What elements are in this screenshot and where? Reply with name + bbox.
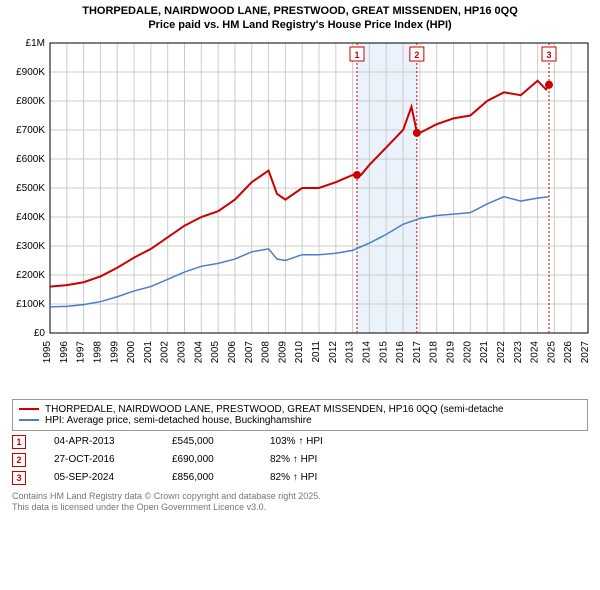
- svg-text:£900K: £900K: [16, 67, 45, 78]
- svg-text:2017: 2017: [412, 340, 423, 363]
- legend-swatch: [19, 408, 39, 410]
- svg-text:£800K: £800K: [16, 96, 45, 107]
- svg-text:2013: 2013: [345, 340, 356, 363]
- svg-text:2023: 2023: [513, 340, 524, 363]
- svg-text:2012: 2012: [328, 340, 339, 363]
- legend-item: HPI: Average price, semi-detached house,…: [19, 415, 581, 426]
- svg-text:2018: 2018: [429, 340, 440, 363]
- transactions-table: 1 04-APR-2013 £545,000 103% ↑ HPI 2 27-OCT-20…: [12, 435, 588, 485]
- transaction-pct: 103% ↑ HPI: [270, 436, 330, 447]
- svg-text:£1M: £1M: [26, 38, 45, 49]
- svg-text:2014: 2014: [361, 340, 372, 363]
- svg-text:£700K: £700K: [16, 125, 45, 136]
- transaction-price: £690,000: [172, 454, 242, 465]
- transaction-pct: 82% ↑ HPI: [270, 454, 330, 465]
- svg-text:£0: £0: [34, 328, 46, 339]
- svg-text:2026: 2026: [563, 340, 574, 363]
- footer-line1: Contains HM Land Registry data © Crown c…: [12, 491, 588, 503]
- transaction-price: £856,000: [172, 472, 242, 483]
- svg-text:2015: 2015: [378, 340, 389, 363]
- legend-label: THORPEDALE, NAIRDWOOD LANE, PRESTWOOD, G…: [45, 404, 504, 415]
- svg-text:2019: 2019: [446, 340, 457, 363]
- svg-text:2000: 2000: [126, 340, 137, 363]
- transaction-price: £545,000: [172, 436, 242, 447]
- svg-text:2008: 2008: [261, 340, 272, 363]
- svg-text:2021: 2021: [479, 340, 490, 363]
- svg-text:2002: 2002: [160, 340, 171, 363]
- footer-attribution: Contains HM Land Registry data © Crown c…: [12, 491, 588, 514]
- transaction-row: 2 27-OCT-2016 £690,000 82% ↑ HPI: [12, 453, 588, 467]
- svg-text:1995: 1995: [42, 340, 53, 363]
- price-chart: £0 £100K £200K £300K £400K £500K £600K £700K £80…: [0, 33, 600, 393]
- svg-text:£100K: £100K: [16, 299, 45, 310]
- svg-text:1997: 1997: [76, 340, 87, 363]
- svg-text:£200K: £200K: [16, 270, 45, 281]
- legend-item: THORPEDALE, NAIRDWOOD LANE, PRESTWOOD, G…: [19, 404, 581, 415]
- svg-text:2027: 2027: [580, 340, 591, 363]
- transaction-date: 27-OCT-2016: [54, 454, 144, 465]
- title-line1: THORPEDALE, NAIRDWOOD LANE, PRESTWOOD, G…: [10, 4, 590, 18]
- svg-text:2: 2: [414, 50, 419, 60]
- svg-text:2011: 2011: [311, 340, 322, 362]
- svg-text:2007: 2007: [244, 340, 255, 363]
- svg-text:1999: 1999: [109, 340, 120, 363]
- svg-text:2016: 2016: [395, 340, 406, 363]
- svg-text:2005: 2005: [210, 340, 221, 363]
- legend-label: HPI: Average price, semi-detached house,…: [45, 415, 312, 426]
- transaction-date: 04-APR-2013: [54, 436, 144, 447]
- svg-text:£600K: £600K: [16, 154, 45, 165]
- svg-text:2003: 2003: [177, 340, 188, 363]
- svg-text:2006: 2006: [227, 340, 238, 363]
- legend-swatch: [19, 419, 39, 421]
- chart-title: THORPEDALE, NAIRDWOOD LANE, PRESTWOOD, G…: [0, 0, 600, 33]
- transaction-date: 05-SEP-2024: [54, 472, 144, 483]
- svg-text:1996: 1996: [59, 340, 70, 363]
- transaction-marker: 2: [12, 453, 26, 467]
- svg-text:2025: 2025: [546, 340, 557, 363]
- transaction-marker: 3: [12, 471, 26, 485]
- title-line2: Price paid vs. HM Land Registry's House …: [10, 18, 590, 32]
- svg-text:£500K: £500K: [16, 183, 45, 194]
- svg-text:1998: 1998: [92, 340, 103, 363]
- svg-text:2001: 2001: [143, 340, 154, 363]
- svg-text:2022: 2022: [496, 340, 507, 363]
- transaction-marker: 1: [12, 435, 26, 449]
- svg-text:3: 3: [546, 50, 551, 60]
- legend: THORPEDALE, NAIRDWOOD LANE, PRESTWOOD, G…: [12, 399, 588, 431]
- transaction-pct: 82% ↑ HPI: [270, 472, 330, 483]
- transaction-row: 1 04-APR-2013 £545,000 103% ↑ HPI: [12, 435, 588, 449]
- svg-text:2024: 2024: [530, 340, 541, 363]
- svg-text:2010: 2010: [294, 340, 305, 363]
- svg-text:2004: 2004: [193, 340, 204, 363]
- footer-line2: This data is licensed under the Open Gov…: [12, 502, 588, 514]
- svg-text:1: 1: [354, 50, 359, 60]
- svg-text:2020: 2020: [462, 340, 473, 363]
- svg-text:£300K: £300K: [16, 241, 45, 252]
- svg-text:2009: 2009: [277, 340, 288, 363]
- transaction-row: 3 05-SEP-2024 £856,000 82% ↑ HPI: [12, 471, 588, 485]
- svg-text:£400K: £400K: [16, 212, 45, 223]
